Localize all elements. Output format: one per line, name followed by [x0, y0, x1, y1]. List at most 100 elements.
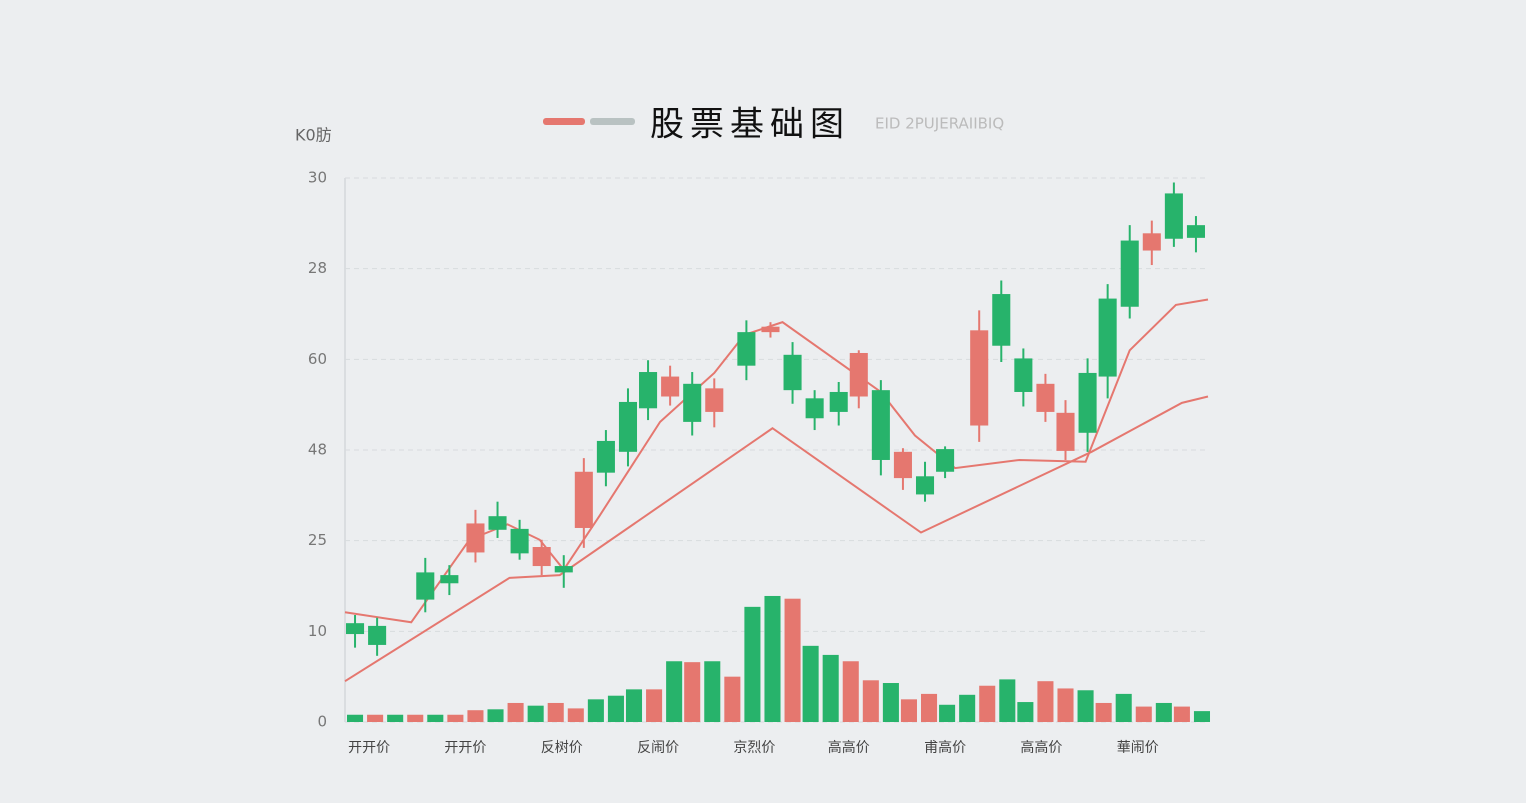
candle-body — [639, 372, 658, 409]
volume-bar — [979, 685, 996, 722]
candle-body — [1142, 233, 1161, 251]
volume-bar — [447, 714, 464, 722]
volume-bar — [939, 704, 956, 722]
volume-bar — [1173, 706, 1190, 722]
candle-body — [510, 528, 529, 554]
candle-body — [805, 398, 824, 419]
y-tick-label: 10 — [308, 622, 327, 640]
volume-bar — [607, 695, 624, 722]
candle-body — [1098, 298, 1117, 377]
candle-body — [683, 383, 702, 422]
y-tick-label: 60 — [308, 350, 327, 368]
volume-bar — [764, 595, 781, 722]
volume-bar — [842, 661, 859, 722]
candle-body — [829, 391, 848, 412]
candle-body — [1120, 240, 1139, 307]
volume-bar — [646, 689, 663, 722]
moving-average-line — [344, 395, 1209, 683]
y-tick-label: 0 — [317, 713, 327, 731]
candle-body — [488, 516, 507, 530]
candle-body — [346, 623, 365, 635]
volume-bar — [900, 699, 917, 722]
volume-bar — [802, 645, 819, 722]
candle-body — [661, 376, 680, 397]
volume-bar — [547, 702, 564, 722]
volume-bar — [822, 654, 839, 722]
candle-body — [574, 471, 593, 528]
volume-bar — [1135, 706, 1152, 722]
candle-body — [1056, 412, 1075, 451]
candle-body — [705, 388, 724, 412]
x-tick-label: 反树价 — [541, 740, 583, 756]
candle-body — [871, 390, 890, 460]
x-tick-label: 开开价 — [444, 740, 486, 756]
volume-bar — [921, 693, 938, 722]
volume-bar — [487, 709, 504, 722]
volume-bar — [1095, 702, 1112, 722]
x-tick-label: 華闹价 — [1117, 740, 1159, 756]
candle-body — [1078, 372, 1097, 433]
chart-title: 股票基础图 — [650, 105, 850, 145]
candle-body — [554, 566, 573, 573]
volume-bar — [666, 661, 683, 722]
candle-body — [532, 547, 551, 567]
legend-swatch — [543, 118, 585, 125]
volume-bar — [1017, 702, 1034, 722]
volume-bar — [1077, 690, 1094, 722]
legend-swatch — [590, 118, 635, 125]
x-tick-label: 反闹价 — [637, 740, 679, 756]
candle-body — [915, 476, 935, 495]
candle-body — [368, 625, 387, 645]
volume-bar — [1193, 711, 1211, 722]
candle-body — [618, 401, 638, 452]
y-axis-label: K0肪 — [295, 126, 332, 145]
x-tick-label: 甫高价 — [924, 739, 966, 756]
candle-body — [849, 352, 868, 397]
volume-bar — [999, 679, 1016, 722]
candle-body — [416, 572, 435, 600]
candle-body — [893, 451, 912, 479]
volume-bar — [387, 714, 404, 722]
volume-bar — [1155, 702, 1172, 722]
volume-bar — [684, 662, 701, 722]
candle-body — [440, 575, 459, 584]
candle-body — [970, 330, 989, 426]
y-tick-label: 48 — [308, 441, 327, 459]
volume-bar — [347, 714, 364, 722]
volume-bar — [467, 710, 484, 722]
volume-bar — [959, 694, 976, 722]
volume-bar — [427, 714, 444, 722]
volume-bar — [587, 699, 604, 722]
candle-body — [466, 523, 485, 553]
volume-bar — [527, 705, 544, 722]
volume-bar — [1037, 681, 1054, 722]
y-tick-label: 30 — [308, 169, 327, 187]
chart-subtitle: ΕΙD 2PUJERAIIBIQ — [875, 115, 1004, 133]
candle-body — [761, 326, 780, 333]
x-tick-label: 高高价 — [1020, 739, 1062, 756]
candle-body — [936, 449, 955, 472]
volume-bar — [407, 714, 424, 722]
volume-bar — [862, 680, 879, 722]
volume-bar — [704, 661, 721, 722]
candle-body — [1014, 358, 1033, 392]
x-tick-label: 高高价 — [828, 739, 870, 756]
volume-bar — [882, 683, 899, 722]
volume-bar — [724, 676, 741, 722]
volume-bar — [367, 714, 384, 722]
y-tick-label: 28 — [308, 259, 327, 277]
candle-body — [1036, 383, 1055, 412]
candle-body — [1186, 225, 1205, 238]
candle-body — [737, 332, 756, 366]
y-tick-label: 25 — [308, 531, 327, 549]
candle-body — [992, 294, 1011, 346]
x-tick-label: 京烈价 — [733, 740, 775, 756]
candle-body — [596, 440, 615, 473]
volume-bar — [507, 702, 524, 722]
candle-body — [783, 354, 802, 391]
volume-bar — [567, 708, 584, 722]
volume-bar — [784, 598, 801, 722]
x-tick-label: 开开价 — [348, 740, 390, 756]
